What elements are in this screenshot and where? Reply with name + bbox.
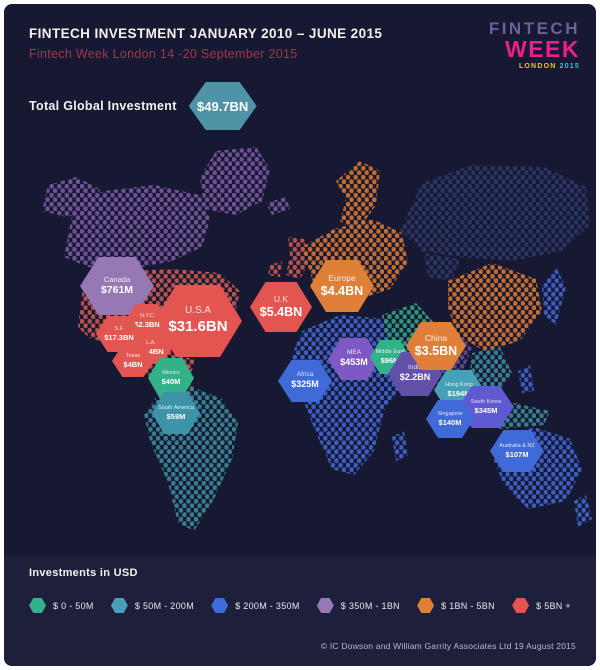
region-iceland — [266, 197, 290, 215]
region-madagascar — [392, 431, 408, 461]
map-badge-australia-nz: Australia & NZ $107M — [490, 430, 544, 472]
total-value: $49.7BN — [197, 98, 249, 114]
legend-swatch-teal — [110, 598, 128, 613]
logo-week-text: WEEK — [505, 36, 580, 62]
map-badge-china: China $3.5BN — [406, 322, 466, 370]
map-badge-texas: Texas $4BN — [112, 345, 154, 377]
legend-item-50m-200m: $ 50M - 200M — [110, 598, 194, 613]
legend-item-200m-350m: $ 200M - 350M — [211, 598, 299, 613]
copyright-text: © IC Dowson and William Garrity Associat… — [320, 641, 576, 651]
map-badge-singapore: Singapore $140M — [426, 400, 474, 438]
region-scandinavia — [336, 161, 380, 233]
total-label: Total Global Investment — [29, 99, 177, 113]
region-russia — [400, 165, 590, 261]
logo-london-2015: LONDON 2015 — [518, 63, 580, 70]
legend-swatch-red — [512, 598, 530, 613]
fintech-week-logo: FINTECH WEEK LONDON 2015 — [489, 20, 580, 70]
legend-swatch-green — [29, 598, 46, 613]
legend-swatch-purple — [316, 598, 334, 613]
legend-item-1bn-5bn: $ 1BN - 5BN — [417, 598, 495, 613]
logo-fintech-text: FINTECH — [488, 19, 580, 38]
world-dot-map — [42, 147, 592, 531]
infographic-card: FINTECH INVESTMENT JANUARY 2010 – JUNE 2… — [4, 4, 596, 666]
region-greenland — [200, 147, 270, 215]
region-japan — [542, 267, 566, 325]
total-value-hexagon: $49.7BN — [188, 82, 257, 130]
legend-title: Investments in USD — [29, 567, 138, 579]
region-philippines — [518, 365, 534, 393]
page-title: FINTECH INVESTMENT JANUARY 2010 – JUNE 2… — [29, 26, 383, 41]
legend-band — [4, 555, 596, 666]
legend-item-5bn-plus: $ 5BN + — [512, 598, 571, 613]
legend-item-350m-1bn: $ 350M - 1BN — [316, 598, 400, 613]
map-badge-south-america: South America $59M — [152, 392, 200, 434]
legend-swatch-blue — [211, 598, 229, 613]
total-global-investment: Total Global Investment $49.7BN — [29, 82, 257, 130]
region-central-asia — [424, 253, 460, 281]
region-ireland — [268, 261, 282, 277]
region-canada — [64, 185, 210, 271]
legend: $ 0 - 50M $ 50M - 200M $ 200M - 350M $ 3… — [29, 598, 571, 613]
region-china — [448, 263, 542, 351]
legend-item-0-50m: $ 0 - 50M — [29, 598, 94, 613]
region-new-zealand — [574, 495, 592, 527]
map-badge-uk: U.K $5.4BN — [250, 282, 312, 332]
map-badge-africa: Africa $325M — [278, 360, 332, 402]
page-subtitle: Fintech Week London 14 -20 September 201… — [29, 47, 298, 61]
legend-swatch-orange — [417, 598, 435, 613]
